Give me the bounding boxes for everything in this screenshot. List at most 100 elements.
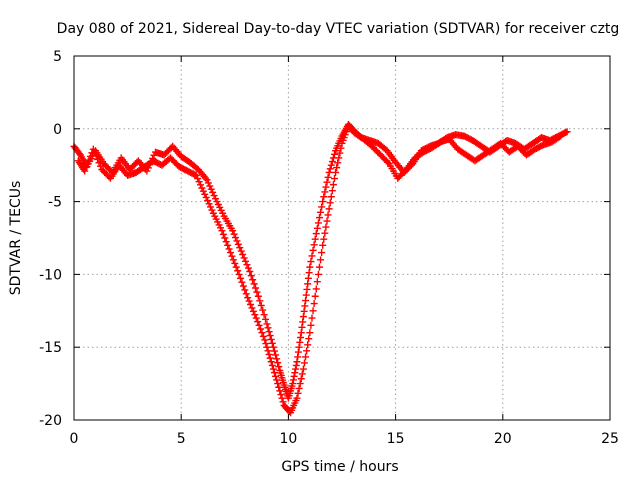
- y-tick-label: -5: [48, 195, 62, 211]
- data-point: [230, 230, 238, 238]
- data-point: [248, 304, 256, 312]
- y-tick-label: -10: [39, 267, 62, 283]
- y-axis-label: SDTVAR / TECUs: [8, 181, 24, 296]
- data-point: [306, 263, 314, 271]
- data-point: [259, 306, 267, 314]
- data-point: [557, 132, 565, 140]
- data-point: [257, 325, 265, 333]
- data-point: [265, 350, 273, 358]
- data-point: [328, 187, 336, 195]
- data-point: [265, 328, 273, 336]
- data-point: [292, 365, 300, 373]
- data-point: [268, 361, 276, 369]
- data-point: [318, 249, 326, 257]
- data-point: [191, 171, 199, 179]
- data-point: [270, 347, 278, 355]
- data-point: [327, 193, 335, 201]
- data-point: [311, 292, 319, 300]
- data-point: [263, 343, 271, 351]
- data-point: [267, 358, 275, 366]
- data-point: [318, 203, 326, 211]
- data-point: [81, 167, 89, 175]
- data-point: [245, 297, 253, 305]
- data-point: [96, 162, 104, 170]
- data-point: [256, 297, 264, 305]
- data-point: [326, 165, 334, 173]
- data-point: [329, 181, 337, 189]
- data-point: [222, 238, 230, 246]
- data-point: [290, 372, 298, 380]
- data-point: [266, 354, 274, 362]
- data-point: [563, 128, 571, 136]
- data-point: [309, 246, 317, 254]
- x-tick-label: 0: [70, 431, 79, 447]
- data-point: [319, 198, 327, 206]
- data-point: [262, 340, 270, 348]
- data-point: [297, 375, 305, 383]
- data-point: [305, 335, 313, 343]
- data-point: [243, 261, 251, 269]
- data-point: [205, 200, 213, 208]
- data-point: [252, 284, 260, 292]
- axis-ticks: 0 5 10 15 20 25 5 0 -5 -10 -15 -20: [39, 49, 619, 447]
- data-point: [312, 230, 320, 238]
- data-point: [263, 320, 271, 328]
- data-point: [304, 274, 312, 282]
- data-point: [95, 159, 103, 167]
- data-point: [313, 224, 321, 232]
- data-point: [274, 359, 282, 367]
- data-point: [310, 300, 318, 308]
- data-point: [229, 256, 237, 264]
- data-point: [326, 199, 334, 207]
- data-point: [235, 270, 243, 278]
- plot-frame: [73, 55, 611, 421]
- data-point: [269, 365, 277, 373]
- data-point: [304, 341, 312, 349]
- data-point: [268, 339, 276, 347]
- x-tick-label: 5: [177, 431, 186, 447]
- data-point: [244, 264, 252, 272]
- data-point: [84, 160, 92, 168]
- data-point: [292, 361, 300, 369]
- data-point: [233, 237, 241, 245]
- data-point: [82, 163, 90, 171]
- data-point: [242, 257, 250, 265]
- data-point: [323, 217, 331, 225]
- data-point: [315, 214, 323, 222]
- data-point: [239, 282, 247, 290]
- data-point: [293, 394, 301, 402]
- data-point: [246, 267, 254, 275]
- data-point: [297, 333, 305, 341]
- data-point: [229, 227, 237, 235]
- y-tick-label: 0: [53, 122, 62, 138]
- data-point: [249, 307, 257, 315]
- data-point: [236, 244, 244, 252]
- data-point: [209, 188, 217, 196]
- data-point: [334, 159, 342, 167]
- data-point: [231, 259, 239, 267]
- data-point: [274, 380, 282, 388]
- data-point: [325, 205, 333, 213]
- data-point: [269, 343, 277, 351]
- x-tick-label: 15: [387, 431, 405, 447]
- x-tick-label: 10: [279, 431, 297, 447]
- x-axis-label: GPS time / hours: [281, 459, 398, 475]
- data-point: [266, 332, 274, 340]
- data-point: [317, 208, 325, 216]
- data-point: [308, 314, 316, 322]
- data-point: [337, 144, 345, 152]
- data-point: [244, 294, 252, 302]
- data-point: [275, 363, 283, 371]
- data-point: [319, 241, 327, 249]
- data-point: [270, 369, 278, 377]
- data-point: [252, 314, 260, 322]
- data-point: [195, 178, 203, 186]
- data-point: [321, 188, 329, 196]
- data-point: [91, 149, 99, 157]
- data-point: [336, 149, 344, 157]
- data-point: [325, 168, 333, 176]
- data-point: [258, 329, 266, 337]
- data-point: [196, 181, 204, 189]
- data-point: [221, 234, 229, 242]
